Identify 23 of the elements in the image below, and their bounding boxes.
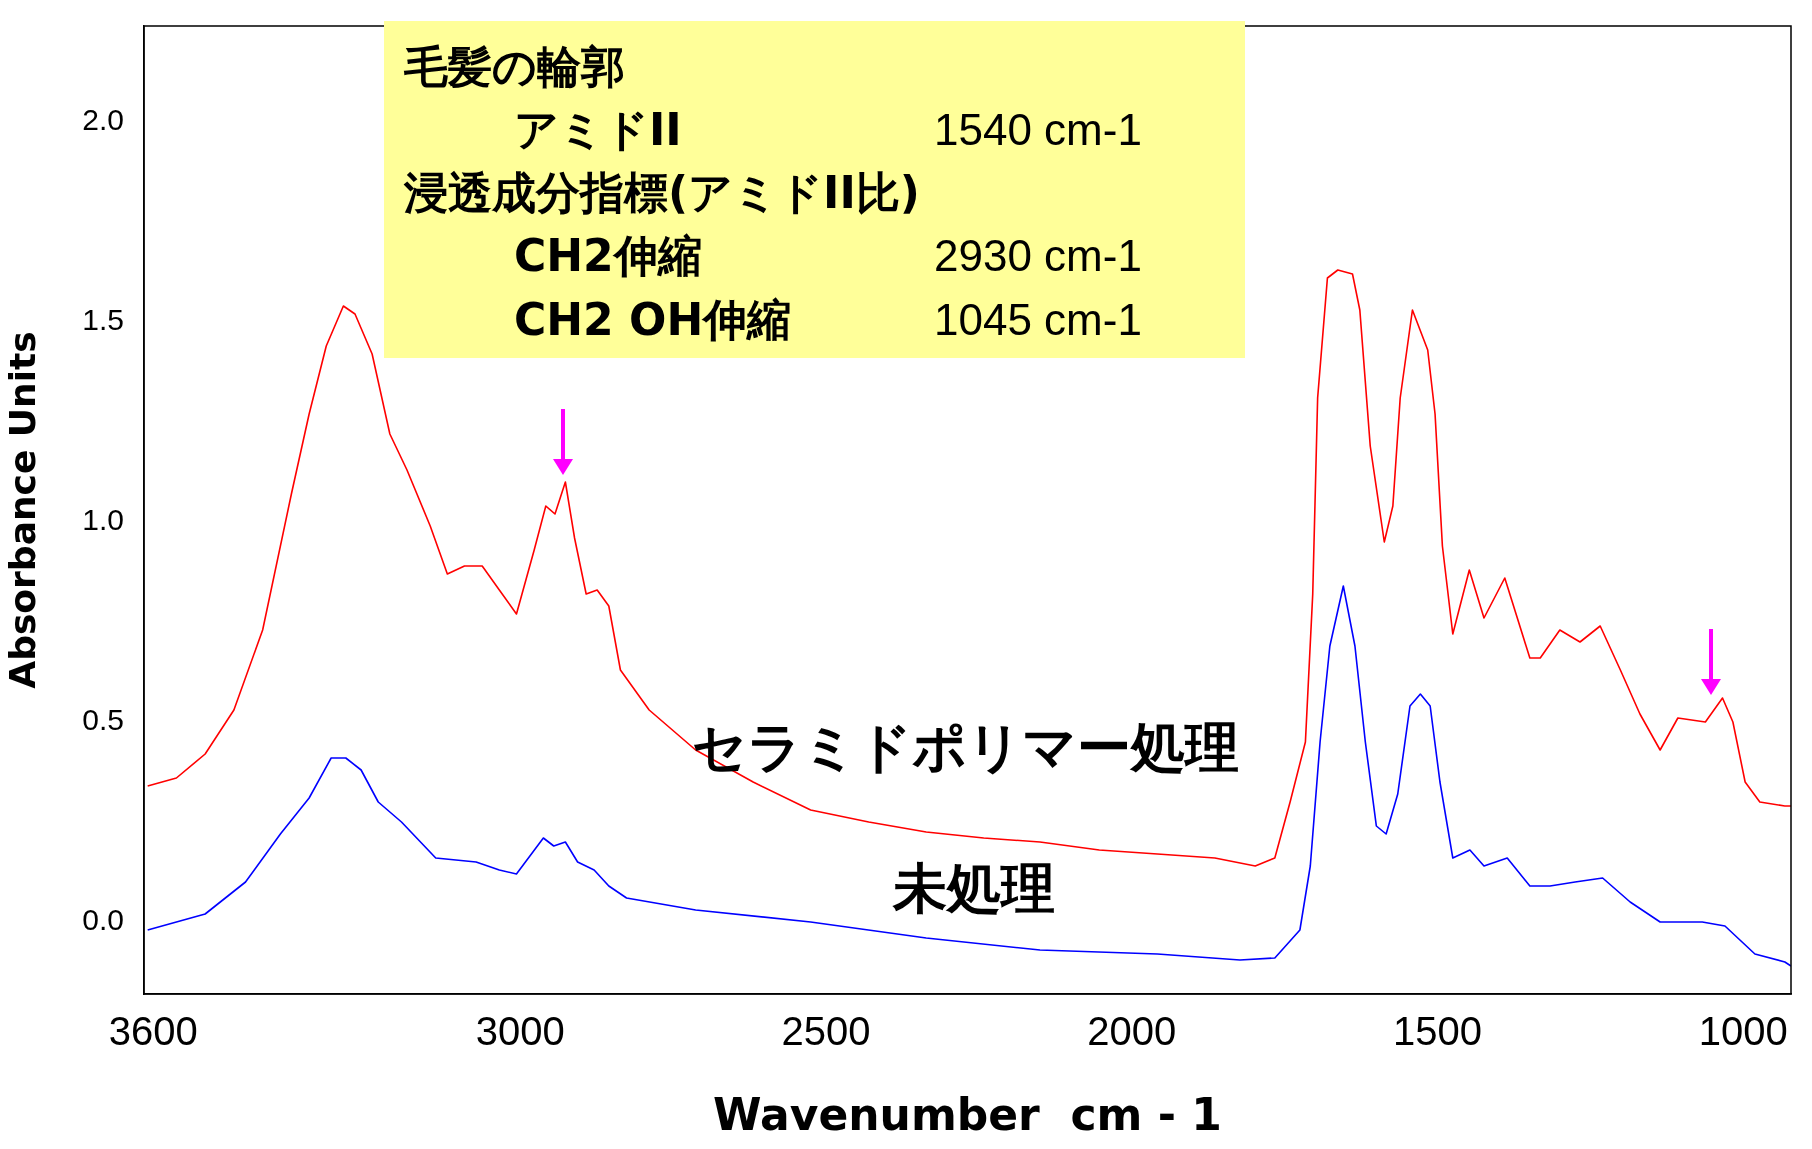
- x-tick-label: 1000: [1698, 1009, 1788, 1054]
- y-tick-label: 0.5: [82, 703, 124, 737]
- y-tick-label: 2.0: [82, 103, 124, 137]
- series-label: セラミドポリマー処理: [692, 715, 1239, 781]
- y-tick-label: 1.5: [82, 303, 124, 337]
- annotation: アミドII: [514, 103, 683, 157]
- series-label: 未処理: [893, 856, 1055, 922]
- annotation: CH2伸縮: [514, 229, 703, 283]
- x-tick-label: 2500: [781, 1009, 871, 1054]
- x-tick-label: 1500: [1393, 1009, 1482, 1054]
- y-tick-label: 0.0: [82, 903, 124, 937]
- annotation: 1045 cm-1: [934, 294, 1143, 346]
- annotation: 2930 cm-1: [934, 230, 1143, 282]
- x-tick-label: 3600: [108, 1009, 198, 1054]
- x-axis-title: Wavenumber cm - 1: [713, 1089, 1222, 1141]
- annotation: 浸透成分指標(アミドII比): [404, 166, 921, 220]
- x-tick-label: 2000: [1087, 1009, 1177, 1054]
- annotation: CH2 OH伸縮: [514, 293, 793, 347]
- y-tick-label: 1.0: [82, 503, 124, 537]
- annotation: 1540 cm-1: [934, 104, 1143, 156]
- annotation: 毛髪の輪郭: [404, 40, 626, 94]
- y-axis-title: Absorbance Units: [1, 331, 43, 689]
- x-tick-label: 3000: [475, 1009, 565, 1054]
